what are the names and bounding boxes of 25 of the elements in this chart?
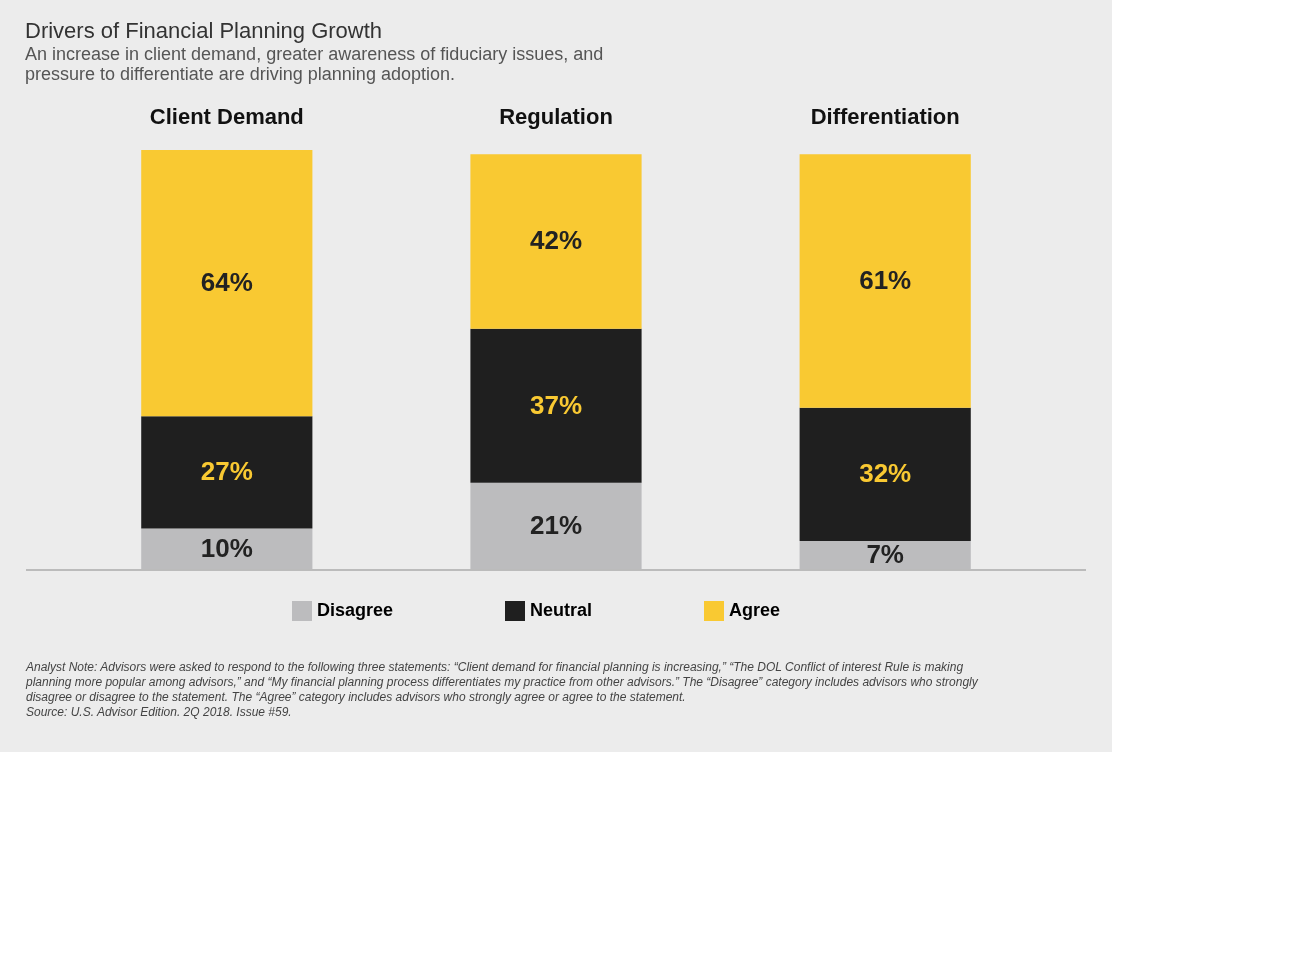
bar — [470, 328, 642, 483]
data-label: 32% — [859, 458, 912, 489]
bar — [141, 150, 313, 417]
text: Analyst Note: Advisors were asked to respond to the following three statements: “Client demand for financial planning is increasing,” “The DOL Conflict of interest Rule is making planning more popular among advisors,” and “My financial planning process differentiates my practice from other advisors.” The “Disagree” category includes advisors who strongly disagree or disagree to the statement. The “Agree” category includes advisors who strongly agree or agree to the statement. — [25, 660, 979, 704]
bar — [141, 416, 313, 529]
bar — [799, 407, 971, 541]
data-label: 61% — [859, 264, 912, 295]
data-label: 37% — [529, 389, 583, 420]
chart-subtitle: An increase in client demand, greater awareness of fiduciary issues, and pressure to differentiate are driving planning adoption. — [25, 44, 604, 84]
data-label: 64% — [200, 267, 253, 298]
data-label: 27% — [200, 456, 253, 487]
legend-label: Disagree — [317, 600, 394, 620]
legend-label: Neutral — [530, 600, 593, 620]
data-label: 21% — [529, 510, 583, 541]
bar — [470, 154, 642, 329]
data-label: 42% — [529, 225, 583, 256]
x-tick-label: Regulation — [499, 103, 613, 129]
data-label: 10% — [200, 533, 253, 564]
bar — [799, 154, 971, 408]
x-tick-label: Client Demand — [149, 103, 304, 129]
legend-label: Agree — [729, 600, 781, 620]
x-tick-label: Differentiation — [810, 103, 960, 129]
source-note: Source: U.S. Advisor Edition. 2Q 2018. Issue #59. — [26, 705, 292, 719]
chart-title: Drivers of Financial Planning Growth — [25, 18, 383, 43]
data-label: 7% — [866, 539, 904, 570]
